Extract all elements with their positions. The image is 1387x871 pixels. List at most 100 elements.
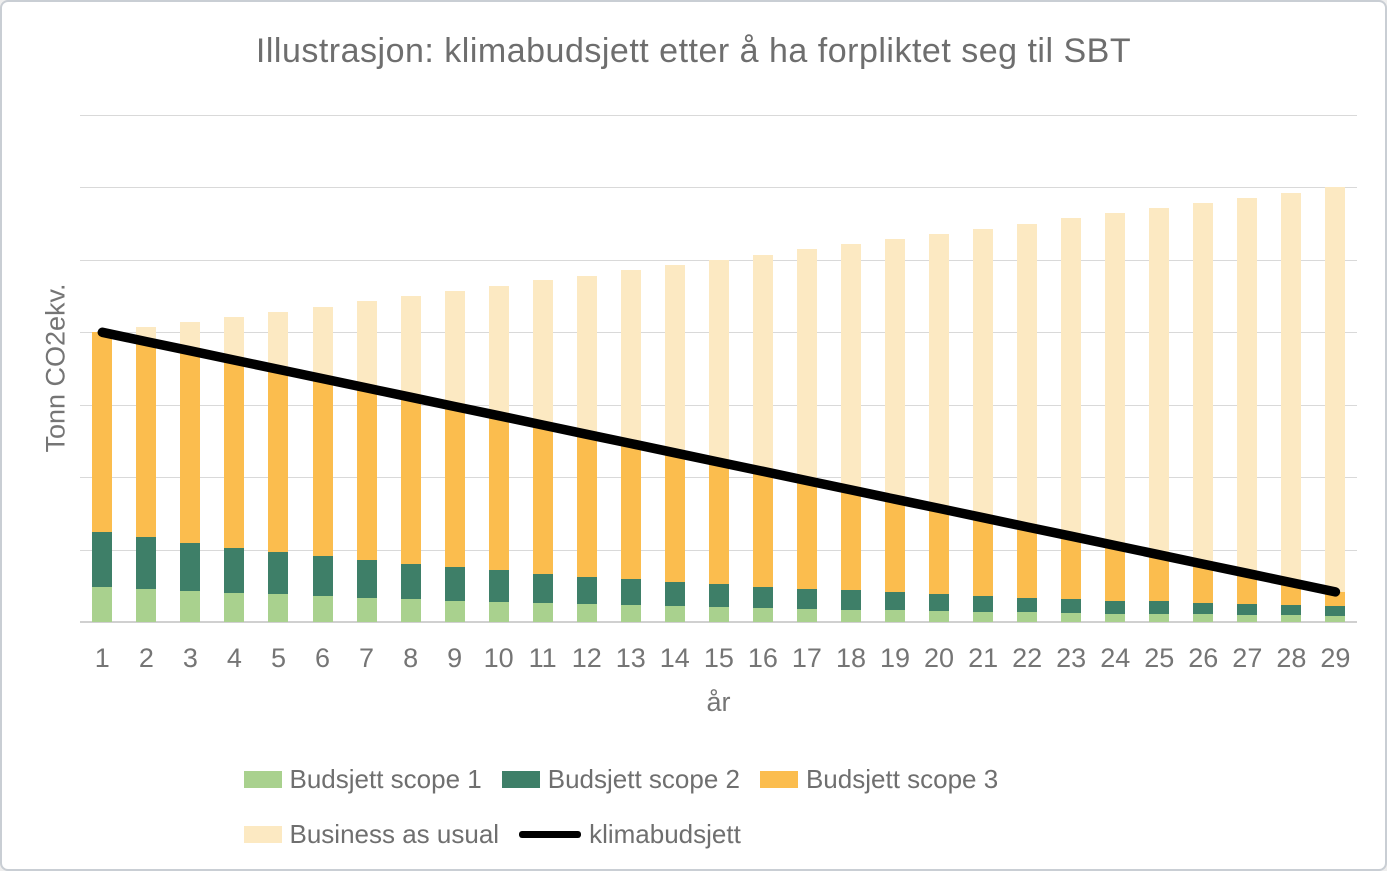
scope1-segment [268, 594, 289, 622]
bar-group-year-4 [224, 115, 245, 622]
scope1-segment [796, 608, 817, 622]
legend-item-bau: Business as usual [243, 819, 500, 850]
scope1-segment [180, 590, 201, 622]
bar-group-year-20 [929, 115, 950, 622]
bar-group-year-19 [885, 115, 906, 622]
bau-bar [1061, 218, 1082, 622]
scope2-segment [356, 560, 377, 598]
x-tick-label: 3 [182, 643, 198, 673]
scope2-segment [1061, 599, 1082, 614]
scope3-segment [180, 350, 201, 543]
scope2-segment [708, 584, 729, 608]
chart-title: Illustrasjon: klimabudsjett etter å ha f… [255, 32, 1132, 70]
scope2-segment [1325, 606, 1346, 616]
bau-bar [1193, 203, 1214, 622]
legend-item-scope3: Budsjett scope 3 [759, 764, 999, 795]
bar-group-year-25 [1149, 115, 1170, 622]
scope3-segment [885, 499, 906, 593]
bar-group-year-5 [268, 115, 289, 622]
x-tick-label: 16 [747, 643, 778, 673]
x-tick-label: 13 [615, 643, 646, 673]
legend-label-scope2: Budsjett scope 2 [547, 764, 740, 794]
scope3-segment [708, 462, 729, 585]
legend-label-scope1: Budsjett scope 1 [289, 764, 482, 794]
scope3-segment [929, 508, 950, 595]
bar-group-year-29 [1325, 115, 1346, 622]
x-tick-label: 29 [1320, 643, 1351, 673]
scope1-segment [885, 610, 906, 622]
bau-bar [1281, 192, 1302, 622]
legend-item-scope1: Budsjett scope 1 [243, 764, 482, 795]
klimabudsjett-line [97, 327, 1341, 597]
scope2-segment [1193, 602, 1214, 615]
legend-item-scope2: Budsjett scope 2 [501, 764, 740, 795]
x-tick-label: 21 [968, 643, 999, 673]
scope1-segment [1061, 613, 1082, 622]
scope3-segment [268, 369, 289, 552]
bau-swatch-icon [243, 826, 282, 843]
bau-bar [1105, 213, 1126, 622]
bar-group-year-2 [136, 115, 157, 622]
legend-label-scope3: Budsjett scope 3 [805, 764, 999, 794]
scope3-segment [664, 452, 685, 582]
bar-group-year-14 [664, 115, 685, 622]
scope1-segment [532, 602, 553, 622]
scope2-segment [1105, 600, 1126, 614]
x-tick-label: 20 [924, 643, 955, 673]
scope1-segment [708, 607, 729, 622]
scope2-segment [444, 567, 465, 601]
scope1-segment [1237, 615, 1258, 622]
scope3-segment [576, 434, 597, 577]
scope2-segment [136, 537, 157, 589]
scope1-segment [752, 608, 773, 622]
scope2-segment [929, 594, 950, 611]
x-tick-label: 8 [403, 643, 419, 673]
scope1-segment [1105, 613, 1126, 622]
scope1-segment [929, 611, 950, 622]
x-tick-label: 7 [359, 643, 375, 673]
x-tick-label: 22 [1012, 643, 1043, 673]
x-tick-label: 4 [226, 643, 242, 673]
scope3-swatch-icon [759, 771, 798, 788]
scope2-swatch-icon [501, 771, 540, 788]
bau-bar [1325, 187, 1346, 622]
scope2-segment [1237, 604, 1258, 616]
legend: Budsjett scope 1 Budsjett scope 2 Budsje… [243, 764, 1144, 850]
scope2-segment [400, 563, 421, 600]
scope3-segment [488, 415, 509, 571]
scope3-segment [356, 387, 377, 561]
scope3-segment [620, 443, 641, 580]
y-axis-title: Tonn CO2ekv. [40, 283, 71, 453]
scope2-segment [576, 576, 597, 605]
x-tick-label: 18 [835, 643, 866, 673]
bar-group-year-22 [1017, 115, 1038, 622]
scope1-segment [973, 611, 994, 622]
x-tick-label: 6 [314, 643, 331, 673]
legend-label-bau: Business as usual [289, 819, 500, 849]
scope2-segment [840, 590, 861, 610]
scope3-segment [1061, 536, 1082, 600]
bar-group-year-15 [708, 115, 729, 622]
scope3-segment [1105, 545, 1126, 601]
scope1-segment [1017, 612, 1038, 622]
x-tick-label: 25 [1144, 643, 1175, 673]
scope2-segment [885, 592, 906, 611]
scope2-segment [796, 588, 817, 609]
scope1-segment [312, 596, 333, 622]
x-tick-label: 26 [1188, 643, 1219, 673]
scope1-segment [224, 592, 245, 622]
x-tick-label: 5 [270, 643, 286, 673]
bar-group-year-6 [312, 115, 333, 622]
bar-group-year-16 [752, 115, 773, 622]
gridline [80, 187, 1357, 189]
x-tick-label: 9 [447, 643, 463, 673]
scope1-segment [400, 599, 421, 622]
scope1-segment [840, 609, 861, 622]
x-tick-label: 1 [94, 643, 110, 673]
gridline [80, 115, 1357, 116]
x-tick-label: 27 [1232, 643, 1263, 673]
x-tick-label: 2 [138, 643, 154, 673]
scope1-segment [356, 597, 377, 622]
bar-group-year-12 [576, 115, 597, 622]
bar-group-year-24 [1105, 115, 1126, 622]
